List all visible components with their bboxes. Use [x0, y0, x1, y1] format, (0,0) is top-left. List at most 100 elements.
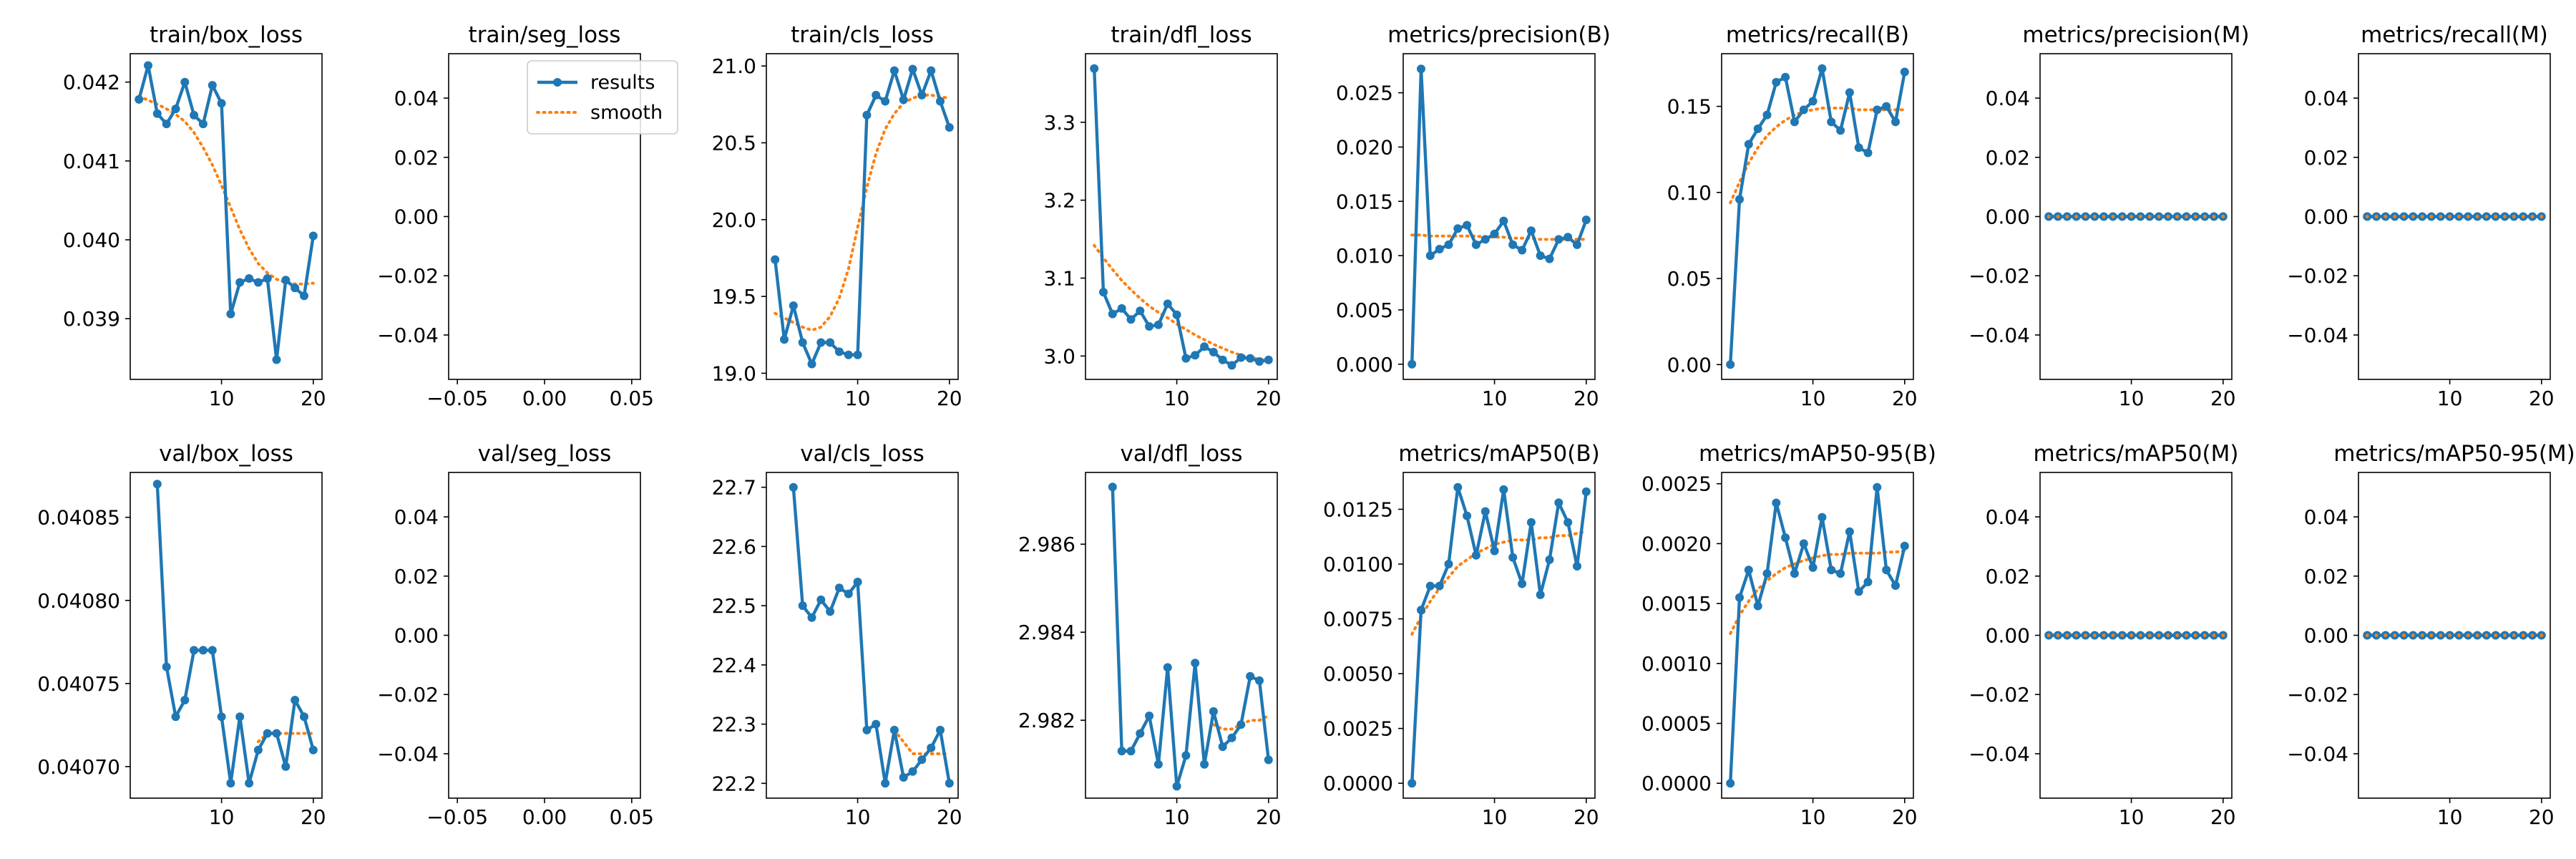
panel-title: train/seg_loss	[469, 22, 621, 48]
smooth-point	[2402, 215, 2406, 218]
smooth-point	[2056, 215, 2060, 218]
data-point	[1453, 482, 1463, 492]
data-point	[1499, 216, 1508, 225]
data-point	[1836, 126, 1845, 135]
y-tick-label: 0.0125	[1323, 498, 1393, 521]
data-point	[826, 338, 835, 347]
x-tick-label: 20	[2210, 805, 2236, 829]
data-point	[1772, 77, 1781, 87]
data-point	[1255, 357, 1264, 366]
data-point	[1854, 143, 1863, 152]
x-tick-label: 0.00	[522, 805, 567, 829]
y-tick-label: −0.02	[377, 683, 439, 707]
axes-frame	[1085, 53, 1278, 380]
data-point	[1153, 759, 1163, 769]
data-point	[171, 712, 180, 722]
smooth-point	[2092, 215, 2097, 218]
panel-title: val/dfl_loss	[1121, 441, 1243, 467]
data-point	[180, 696, 190, 704]
panel-title: metrics/mAP50-95(B)	[1699, 441, 1936, 467]
smooth-point	[2402, 634, 2406, 637]
legend-label-results: results	[590, 72, 655, 94]
data-point	[908, 767, 917, 776]
data-point	[171, 105, 180, 114]
y-tick-label: 0.02	[2304, 146, 2348, 170]
y-tick-label: 3.1	[1043, 266, 1075, 290]
data-point	[1444, 240, 1453, 249]
data-point	[1508, 553, 1518, 562]
panel-title: metrics/mAP50-95(M)	[2333, 441, 2575, 467]
data-point	[1218, 742, 1227, 752]
y-tick-label: 20.0	[712, 208, 756, 232]
data-point	[1463, 220, 1472, 230]
y-tick-label: 0.02	[2304, 565, 2348, 588]
y-tick-label: 0.04	[394, 505, 439, 529]
data-point	[190, 110, 199, 120]
smooth-point	[2521, 215, 2525, 218]
y-tick-label: 3.0	[1043, 344, 1075, 368]
panel-metrics-recall-b: metrics/recall(B) 0.00 0.05 0.10 0.15 10 20	[1667, 22, 1918, 410]
data-point	[1518, 579, 1527, 588]
data-point	[889, 725, 899, 734]
data-point	[927, 66, 936, 75]
panel-metrics-precision-b: metrics/precision(B) 0.000 0.005 0.010 0.015…	[1336, 22, 1611, 410]
smooth-point	[2074, 634, 2079, 637]
smooth-point	[2512, 215, 2516, 218]
data-point	[1255, 676, 1264, 685]
data-point	[1163, 663, 1172, 672]
y-tick-label: 0.041	[63, 150, 120, 173]
data-point	[1772, 498, 1781, 508]
smooth-point	[2166, 634, 2170, 637]
panel-train-cls-loss: train/cls_loss 19.0 19.5 20.0 20.5 21.0 10 20	[712, 22, 962, 410]
series-line-smooth	[1729, 107, 1906, 205]
smooth-point	[2365, 215, 2369, 218]
data-point	[936, 97, 945, 106]
y-tick-label: 0.00	[1986, 205, 2030, 229]
smooth-point	[2212, 634, 2216, 637]
series-line-results	[155, 484, 315, 785]
x-tick-label: −0.05	[426, 805, 488, 829]
legend-label-smooth: smooth	[590, 102, 663, 124]
axes-frame	[1085, 472, 1278, 799]
smooth-point	[2202, 634, 2207, 637]
x-tick-label: 10	[845, 805, 871, 829]
data-point	[1407, 359, 1417, 369]
panel-val-seg-loss: val/seg_loss −0.04 −0.02 0.00 0.02 0.04 −0.05 0…	[377, 441, 654, 829]
data-point	[291, 696, 300, 704]
data-point	[1209, 347, 1218, 356]
smooth-point	[2393, 215, 2397, 218]
x-tick-label: 10	[1482, 387, 1508, 410]
data-point	[1480, 235, 1490, 244]
x-tick-label: 10	[1164, 805, 1190, 829]
y-tick-label: 0.04075	[37, 672, 120, 696]
data-point	[1181, 751, 1191, 760]
axes-frame	[2358, 472, 2551, 799]
smooth-point	[2448, 215, 2452, 218]
data-point	[917, 90, 927, 100]
data-point	[1490, 546, 1499, 555]
smooth-point	[2046, 634, 2051, 637]
series-line-results	[791, 487, 951, 785]
data-point	[1818, 64, 1827, 73]
data-point	[853, 350, 862, 359]
y-tick-label: 0.0075	[1323, 608, 1393, 631]
x-tick-label: 10	[209, 805, 235, 829]
smooth-point	[2166, 215, 2170, 218]
x-tick-label: 10	[1800, 387, 1826, 410]
data-point	[1781, 72, 1790, 82]
y-tick-label: 22.4	[712, 654, 756, 677]
smooth-point	[2475, 215, 2479, 218]
x-tick-label: 10	[1164, 387, 1190, 410]
data-point	[162, 662, 171, 671]
smooth-point	[2374, 634, 2379, 637]
smooth-point	[2120, 215, 2124, 218]
data-point	[1845, 88, 1854, 97]
panel-title: train/dfl_loss	[1111, 22, 1252, 48]
data-point	[1191, 351, 1200, 360]
smooth-point	[2457, 634, 2461, 637]
smooth-point	[2439, 634, 2443, 637]
data-point	[1735, 195, 1744, 204]
data-point	[816, 338, 826, 347]
data-point	[908, 64, 917, 74]
